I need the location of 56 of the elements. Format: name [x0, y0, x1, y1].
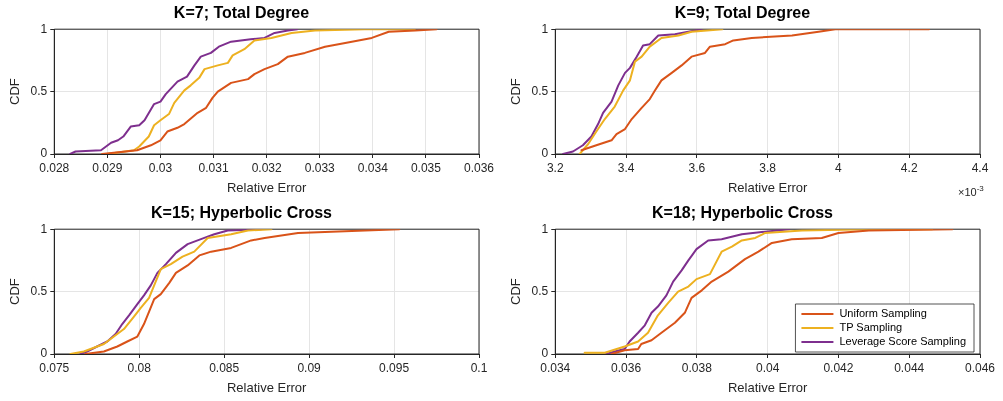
x-tick-label: 0.044: [894, 360, 925, 375]
chart-title: K=9; Total Degree: [674, 4, 811, 22]
y-tick-label: 0: [40, 346, 48, 361]
x-tick-label: 0.075: [39, 360, 70, 375]
y-tick-label: 0.5: [30, 83, 48, 98]
x-tick-label: 0.031: [198, 160, 229, 175]
x-tick-label: 0.034: [357, 160, 389, 175]
x-tick-label: 3.6: [688, 160, 706, 175]
y-tick-label: 1: [40, 221, 48, 236]
x-tick-label: 0.032: [251, 160, 282, 175]
x-tick-label: 4: [835, 160, 843, 175]
chart-title: K=18; Hyperbolic Cross: [652, 204, 834, 222]
y-axis-title: CDF: [508, 278, 524, 305]
x-tick-label: 0.08: [127, 360, 152, 375]
x-tick-label: 0.036: [611, 360, 642, 375]
x-tick-label: 0.034: [540, 360, 571, 375]
x-tick-label: 0.038: [681, 360, 713, 375]
x-tick-label: 0.09: [297, 360, 322, 375]
x-axis-title: Relative Error: [727, 379, 809, 395]
x-tick-label: 4.4: [971, 160, 989, 175]
x-tick-label: 0.03: [148, 160, 173, 175]
y-tick-label: 1: [541, 221, 549, 236]
x-tick-label: 0.1: [470, 360, 488, 375]
y-tick-label: 1: [40, 21, 48, 36]
x-tick-label: 0.085: [209, 360, 240, 375]
x-tick-label: 0.035: [410, 160, 442, 175]
legend-label: Leverage Score Sampling: [839, 335, 966, 348]
x-tick-label: 0.042: [823, 360, 854, 375]
x-tick-label: 0.04: [755, 360, 780, 375]
x-tick-label: 0.033: [304, 160, 336, 175]
x-tick-label: 4.2: [900, 160, 918, 175]
y-tick-label: 0.5: [30, 283, 48, 298]
legend-label: Uniform Sampling: [839, 307, 927, 320]
y-axis-title: CDF: [7, 278, 23, 305]
x-axis-title: Relative Error: [226, 179, 308, 195]
x-tick-label: 0.036: [463, 160, 495, 175]
y-axis-title: CDF: [7, 78, 23, 105]
x-tick-label: 0.029: [92, 160, 123, 175]
x-tick-label: 0.095: [379, 360, 410, 375]
chart-title: K=7; Total Degree: [173, 4, 310, 22]
y-tick-label: 0: [40, 146, 48, 161]
x-tick-label: 3.8: [759, 160, 777, 175]
y-tick-label: 0.5: [531, 283, 549, 298]
y-tick-label: 1: [541, 21, 549, 36]
y-tick-label: 0: [541, 146, 549, 161]
x-tick-label: 3.4: [617, 160, 635, 175]
chart-title: K=15; Hyperbolic Cross: [151, 204, 333, 222]
y-tick-label: 0.5: [531, 83, 549, 98]
x-tick-label: 3.2: [546, 160, 564, 175]
x-tick-label: 0.028: [39, 160, 70, 175]
x-axis-title: Relative Error: [226, 379, 308, 395]
y-tick-label: 0: [541, 346, 549, 361]
legend-label: TP Sampling: [839, 321, 903, 334]
y-axis-title: CDF: [508, 78, 524, 105]
x-axis-title: Relative Error: [727, 179, 809, 195]
x-tick-label: 0.046: [964, 360, 996, 375]
